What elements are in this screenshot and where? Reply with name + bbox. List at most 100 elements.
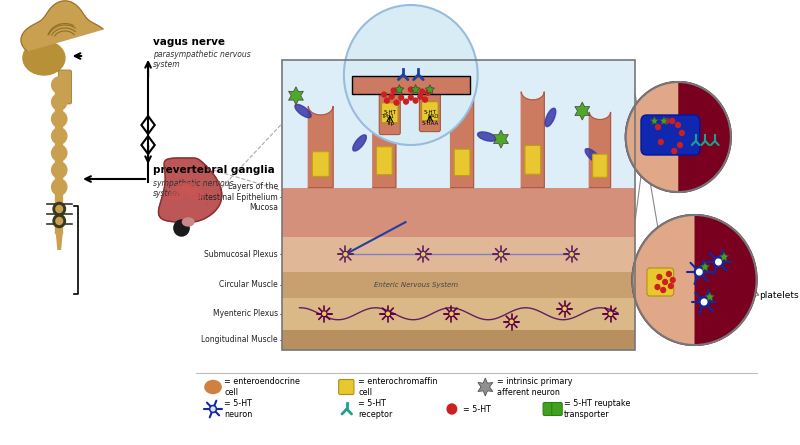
Circle shape bbox=[386, 312, 390, 316]
Polygon shape bbox=[289, 87, 303, 105]
Polygon shape bbox=[158, 158, 222, 222]
Circle shape bbox=[661, 287, 666, 292]
Circle shape bbox=[679, 130, 684, 135]
Text: = 5-HT
neuron: = 5-HT neuron bbox=[225, 399, 253, 419]
Circle shape bbox=[391, 88, 396, 93]
Circle shape bbox=[697, 269, 702, 275]
FancyBboxPatch shape bbox=[312, 152, 329, 176]
Circle shape bbox=[382, 92, 386, 97]
Polygon shape bbox=[660, 117, 668, 125]
Circle shape bbox=[51, 179, 67, 195]
FancyBboxPatch shape bbox=[282, 237, 635, 272]
Text: Layers of the
Intestinal Epithelium
Mucosa: Layers of the Intestinal Epithelium Muco… bbox=[198, 182, 278, 212]
FancyBboxPatch shape bbox=[552, 402, 562, 416]
Circle shape bbox=[694, 267, 704, 277]
Circle shape bbox=[404, 99, 408, 104]
Circle shape bbox=[51, 111, 67, 127]
Polygon shape bbox=[478, 378, 493, 396]
Circle shape bbox=[658, 139, 663, 145]
Circle shape bbox=[51, 94, 67, 110]
Ellipse shape bbox=[189, 189, 203, 199]
Text: = 5-HT: = 5-HT bbox=[463, 405, 491, 413]
Circle shape bbox=[422, 97, 427, 102]
Polygon shape bbox=[719, 252, 729, 261]
Polygon shape bbox=[494, 130, 509, 148]
FancyBboxPatch shape bbox=[282, 60, 635, 188]
Text: 5-HT: 5-HT bbox=[423, 110, 436, 115]
Text: Microbiome: Microbiome bbox=[370, 70, 419, 79]
Circle shape bbox=[670, 278, 675, 283]
Circle shape bbox=[699, 297, 709, 307]
Text: 5-HT: 5-HT bbox=[383, 110, 396, 115]
Polygon shape bbox=[55, 230, 63, 250]
FancyBboxPatch shape bbox=[282, 330, 635, 350]
Text: Trp: Trp bbox=[386, 121, 394, 126]
Text: = intrinsic primary
afferent neuron: = intrinsic primary afferent neuron bbox=[497, 377, 572, 396]
Polygon shape bbox=[21, 1, 103, 51]
Circle shape bbox=[53, 214, 66, 227]
Circle shape bbox=[716, 259, 721, 265]
Circle shape bbox=[56, 218, 62, 224]
Circle shape bbox=[418, 94, 422, 99]
Text: Submucosal Plexus: Submucosal Plexus bbox=[204, 250, 278, 259]
FancyBboxPatch shape bbox=[338, 380, 354, 395]
Circle shape bbox=[608, 311, 614, 316]
Circle shape bbox=[562, 306, 567, 312]
FancyBboxPatch shape bbox=[593, 154, 607, 177]
Circle shape bbox=[385, 311, 390, 316]
Polygon shape bbox=[405, 105, 420, 122]
Circle shape bbox=[174, 220, 189, 236]
FancyBboxPatch shape bbox=[641, 115, 700, 155]
Circle shape bbox=[344, 253, 347, 256]
Circle shape bbox=[344, 5, 478, 145]
Text: = enteroendocrine
cell: = enteroendocrine cell bbox=[225, 377, 300, 396]
Polygon shape bbox=[575, 102, 590, 120]
Circle shape bbox=[53, 202, 66, 215]
FancyBboxPatch shape bbox=[382, 103, 398, 123]
Polygon shape bbox=[308, 106, 333, 188]
Circle shape bbox=[408, 87, 413, 92]
Text: Enteric Nervous System: Enteric Nervous System bbox=[374, 282, 458, 288]
Ellipse shape bbox=[23, 41, 65, 75]
Circle shape bbox=[609, 312, 612, 316]
Text: parasympathetic nervous
system: parasympathetic nervous system bbox=[153, 50, 250, 69]
Ellipse shape bbox=[414, 100, 432, 110]
Circle shape bbox=[662, 279, 667, 284]
Polygon shape bbox=[373, 95, 396, 188]
FancyBboxPatch shape bbox=[282, 298, 635, 330]
Polygon shape bbox=[450, 101, 474, 188]
Circle shape bbox=[563, 307, 566, 310]
Circle shape bbox=[670, 118, 674, 124]
Circle shape bbox=[657, 275, 662, 279]
FancyBboxPatch shape bbox=[525, 146, 541, 174]
Circle shape bbox=[664, 118, 669, 124]
Circle shape bbox=[211, 407, 215, 411]
Text: vagus nerve: vagus nerve bbox=[153, 37, 225, 47]
Circle shape bbox=[678, 142, 682, 147]
Circle shape bbox=[322, 312, 326, 316]
Text: platelets: platelets bbox=[759, 291, 799, 299]
Polygon shape bbox=[650, 117, 658, 125]
Ellipse shape bbox=[478, 132, 496, 141]
Circle shape bbox=[666, 271, 671, 276]
Circle shape bbox=[390, 94, 394, 99]
Circle shape bbox=[569, 251, 574, 257]
Ellipse shape bbox=[205, 380, 221, 393]
Text: Myenteric Plexus: Myenteric Plexus bbox=[213, 309, 278, 318]
Circle shape bbox=[633, 215, 757, 345]
Text: sympathetic nervous
system: sympathetic nervous system bbox=[153, 179, 234, 198]
Ellipse shape bbox=[353, 135, 366, 151]
Wedge shape bbox=[626, 82, 678, 192]
Circle shape bbox=[385, 98, 390, 103]
Ellipse shape bbox=[585, 149, 601, 163]
Circle shape bbox=[449, 311, 454, 316]
FancyBboxPatch shape bbox=[282, 272, 635, 298]
Circle shape bbox=[499, 253, 502, 256]
Circle shape bbox=[422, 253, 425, 256]
Text: prevertebral ganglia: prevertebral ganglia bbox=[153, 165, 274, 175]
Text: Circular Muscle: Circular Muscle bbox=[219, 280, 278, 289]
Text: = enterochromaffin
cell: = enterochromaffin cell bbox=[358, 377, 438, 396]
Circle shape bbox=[420, 89, 425, 94]
Circle shape bbox=[426, 90, 430, 95]
Ellipse shape bbox=[176, 183, 190, 193]
